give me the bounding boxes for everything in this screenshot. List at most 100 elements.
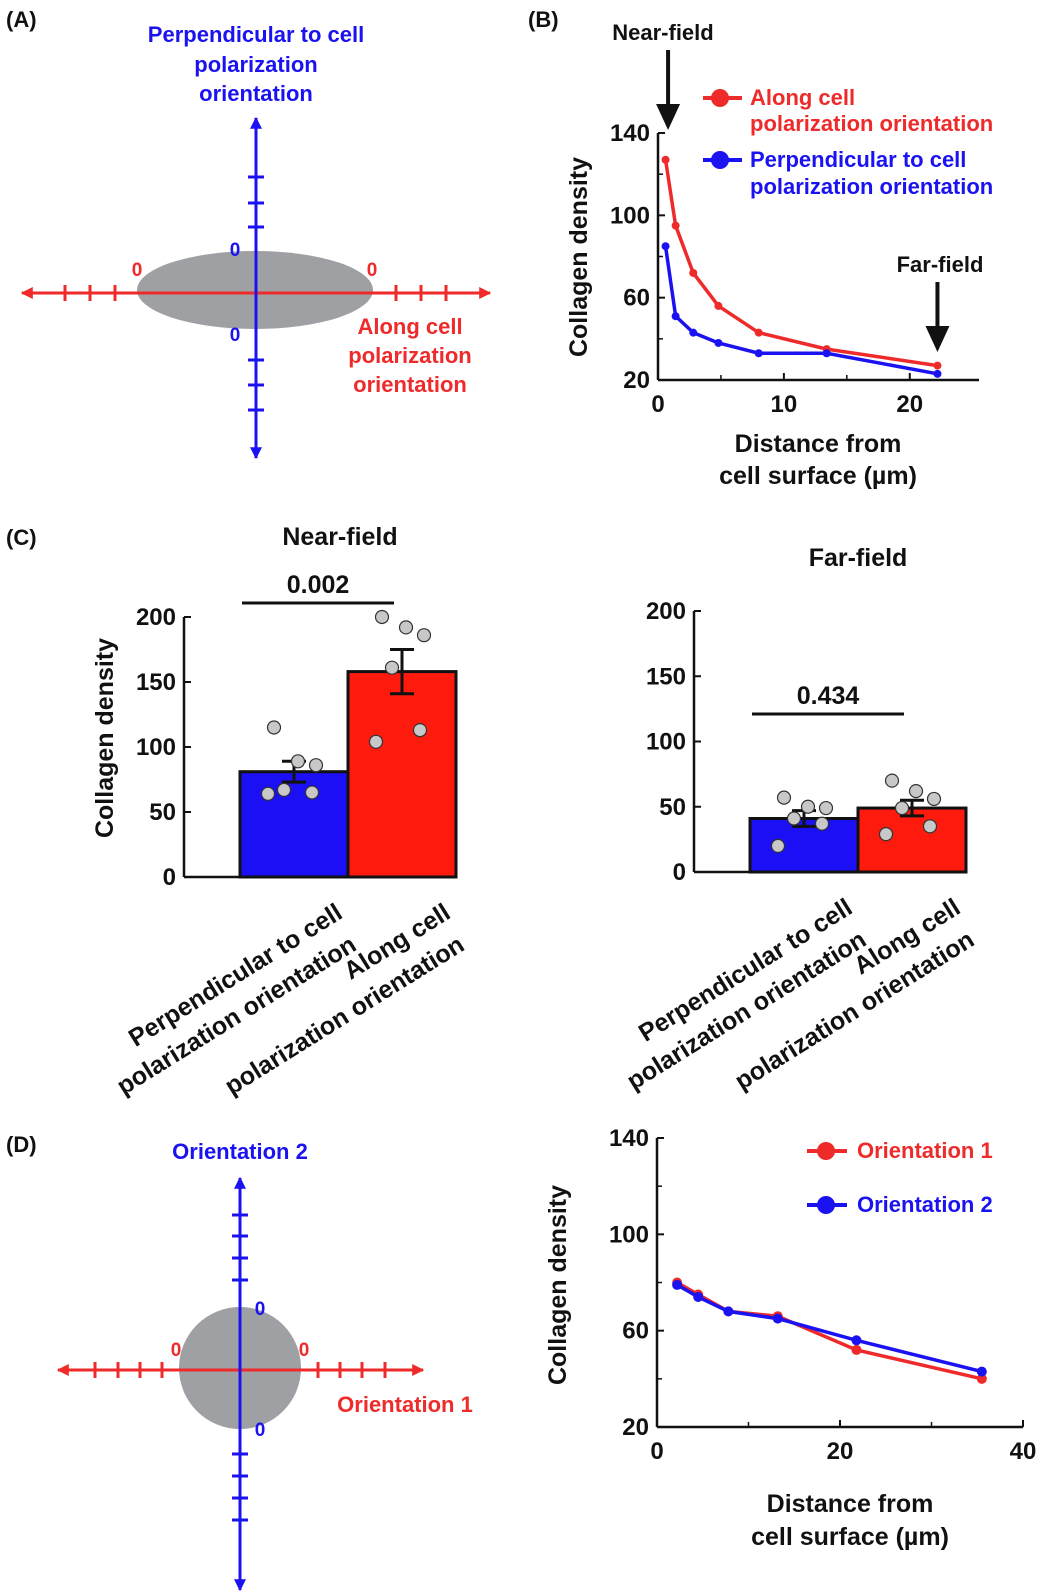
replicate-point <box>398 620 414 635</box>
y-tick-label: 150 <box>646 663 686 690</box>
y-tick-label: 100 <box>610 202 650 229</box>
series-line-red <box>676 1280 983 1381</box>
data-point-red <box>851 1344 862 1355</box>
data-point-red <box>661 155 670 164</box>
p-value-label: 0.434 <box>797 682 860 710</box>
legend-marker-blue <box>711 151 729 169</box>
replicate-point <box>290 754 306 769</box>
y-tick-label: 100 <box>609 1221 649 1248</box>
b-legend-perp-line2: polarization orientation <box>750 174 993 199</box>
data-point-blue <box>851 1335 862 1346</box>
d-x-axis-title-line1: Distance from <box>767 1490 934 1518</box>
y-tick-label: 100 <box>136 734 176 761</box>
b-y-axis-title: Collagen density <box>565 157 593 357</box>
data-point-blue <box>772 1313 783 1324</box>
perp-label-line3: orientation <box>199 81 313 106</box>
replicate-point <box>786 811 802 826</box>
d-zero-bottom: 0 <box>255 1420 266 1441</box>
replicate-point <box>908 783 924 799</box>
d-y-axis-title: Collagen density <box>544 1185 572 1385</box>
replicate-point <box>368 734 384 749</box>
panel-label-a: (A) <box>6 7 37 32</box>
data-point-blue <box>672 1279 683 1290</box>
data-point-red <box>754 328 763 337</box>
x-tick-label: 40 <box>1010 1438 1037 1465</box>
replicate-point <box>818 800 834 816</box>
replicate-point <box>266 720 282 735</box>
near-field-arrow-head <box>656 104 681 130</box>
replicate-point <box>894 800 910 816</box>
along-label-line3: orientation <box>353 372 467 397</box>
data-point-blue <box>822 349 831 358</box>
data-point-blue <box>693 1291 704 1302</box>
far-field-arrow-head <box>925 326 950 352</box>
data-point-blue <box>723 1306 734 1317</box>
perp-label-line2: polarization <box>194 52 317 77</box>
y-tick-label: 50 <box>149 799 176 826</box>
zero-top: 0 <box>230 240 241 261</box>
legend-marker-red <box>817 1142 835 1160</box>
replicate-point <box>412 722 428 738</box>
y-tick-label: 140 <box>609 1125 649 1152</box>
c-near-title: Near-field <box>282 523 397 551</box>
b-legend-along-line2: polarization orientation <box>750 111 993 136</box>
data-point-blue <box>661 242 670 251</box>
data-point-red <box>933 361 942 370</box>
replicate-point <box>374 609 390 625</box>
replicate-point <box>384 660 400 675</box>
b-x-axis-title-line2: cell surface (µm) <box>719 462 917 490</box>
replicate-point <box>800 799 816 814</box>
replicate-point <box>776 790 792 805</box>
c-near-y-axis-title: Collagen density <box>91 638 119 838</box>
diagram-d-ticks <box>93 1213 387 1522</box>
d-x-axis-title-line2: cell surface (µm) <box>751 1523 949 1551</box>
perp-label-line1: Perpendicular to cell <box>148 22 364 47</box>
along-label-line2: polarization <box>348 343 471 368</box>
y-tick-label: 20 <box>622 1414 649 1441</box>
replicate-point <box>260 786 276 801</box>
y-tick-label: 200 <box>136 604 176 631</box>
data-point-blue <box>671 312 680 321</box>
diagram-a: Perpendicular to cell polarization orien… <box>20 22 492 460</box>
panel-label-b: (B) <box>528 7 559 32</box>
orientation1-label: Orientation 1 <box>337 1392 473 1417</box>
replicate-point <box>308 758 324 773</box>
replicate-point <box>878 827 894 842</box>
y-tick-label: 100 <box>646 729 686 756</box>
replicate-point <box>922 819 938 834</box>
x-tick-label: 0 <box>651 391 664 418</box>
series-line-blue <box>676 1283 983 1374</box>
zero-right: 0 <box>367 260 378 281</box>
y-tick-label: 0 <box>163 864 176 891</box>
legend-marker-blue <box>817 1196 835 1214</box>
data-point-blue <box>933 369 942 378</box>
data-point-blue <box>754 349 763 358</box>
x-tick-label: 10 <box>771 391 798 418</box>
y-tick-label: 140 <box>610 120 650 147</box>
chart-b: Near-field Far-field Collagen density Di… <box>565 20 993 490</box>
d-zero-left: 0 <box>171 1340 182 1361</box>
d-zero-top: 0 <box>255 1299 266 1320</box>
orientation2-label: Orientation 2 <box>172 1139 308 1164</box>
y-tick-label: 60 <box>623 285 650 312</box>
y-tick-label: 20 <box>623 367 650 394</box>
chart-c-near: Near-field Collagen density 0 50 100 150 200… <box>91 523 469 1101</box>
replicate-point <box>770 838 786 854</box>
bar <box>238 770 350 879</box>
data-point-red <box>714 301 723 310</box>
diagram-d: Orientation 2 0 0 0 0 Orientation 1 <box>56 1139 473 1592</box>
data-point-blue <box>976 1366 987 1377</box>
legend-marker-red <box>711 89 729 107</box>
b-legend-perp-line1: Perpendicular to cell <box>750 147 966 172</box>
data-point-red <box>976 1373 987 1384</box>
data-point-red <box>671 221 680 230</box>
y-tick-label: 150 <box>136 669 176 696</box>
y-tick-label: 50 <box>659 794 686 821</box>
replicate-point <box>276 782 292 798</box>
along-label-line1: Along cell <box>357 314 462 339</box>
replicate-point <box>814 816 830 831</box>
b-x-axis-title-line1: Distance from <box>735 430 902 458</box>
c-far-title: Far-field <box>809 544 908 572</box>
